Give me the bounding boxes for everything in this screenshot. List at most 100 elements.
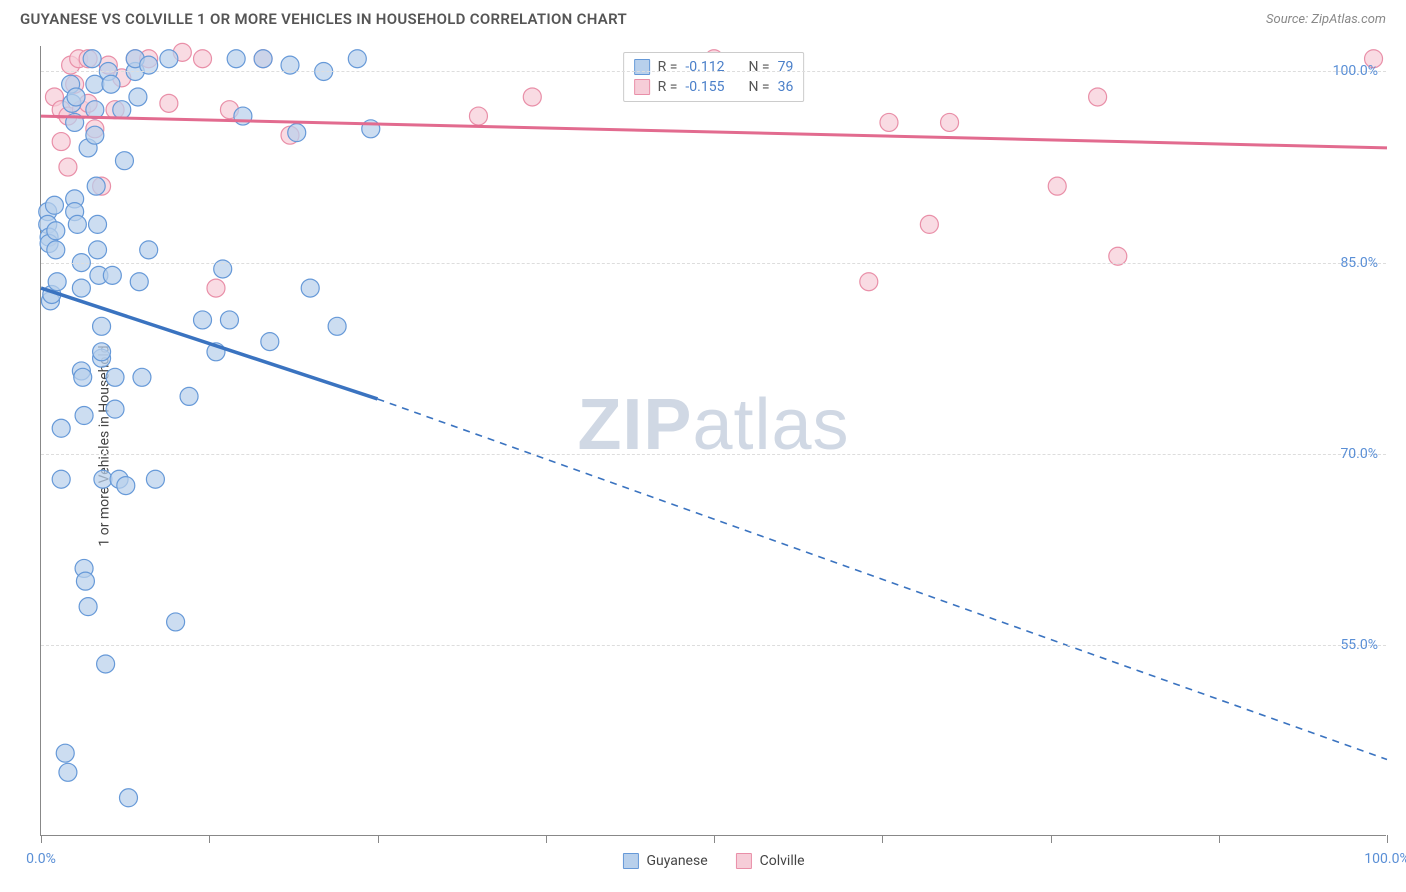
data-point <box>76 572 94 590</box>
data-point <box>56 744 74 762</box>
data-point <box>117 477 135 495</box>
guyanese-n-value: 79 <box>778 59 794 75</box>
data-point <box>254 50 272 68</box>
data-point <box>115 152 133 170</box>
data-point <box>130 273 148 291</box>
data-point <box>227 50 245 68</box>
x-tick <box>882 835 883 843</box>
chart-title: GUYANESE VS COLVILLE 1 OR MORE VEHICLES … <box>20 10 627 28</box>
data-point <box>328 317 346 335</box>
data-point <box>146 470 164 488</box>
data-point <box>129 88 147 106</box>
data-point <box>880 113 898 131</box>
colville-r-value: -0.155 <box>685 79 724 95</box>
data-point <box>160 50 178 68</box>
data-point <box>180 387 198 405</box>
data-point <box>72 279 90 297</box>
data-point <box>86 75 104 93</box>
x-tick <box>209 835 210 843</box>
x-tick <box>1387 835 1388 843</box>
data-point <box>194 311 212 329</box>
colville-n-value: 36 <box>778 79 794 95</box>
data-point <box>288 124 306 142</box>
guyanese-r-value: -0.112 <box>685 59 724 75</box>
data-point <box>86 126 104 144</box>
x-tick <box>41 835 42 843</box>
chart-plot-area: ZIPatlas R = -0.112 N = 79 R = -0.155 N … <box>40 46 1386 836</box>
data-point <box>97 655 115 673</box>
data-point <box>93 343 111 361</box>
y-tick-label: 85.0% <box>1340 255 1378 271</box>
data-point <box>89 241 107 259</box>
colville-swatch-icon <box>634 79 650 95</box>
grid-line <box>41 454 1386 455</box>
data-point <box>160 94 178 112</box>
y-tick-label: 70.0% <box>1340 446 1378 462</box>
data-point <box>469 107 487 125</box>
n-label: N = <box>748 59 769 75</box>
x-tick <box>714 835 715 843</box>
data-point <box>74 368 92 386</box>
chart-header: GUYANESE VS COLVILLE 1 OR MORE VEHICLES … <box>0 0 1406 34</box>
x-tick <box>1051 835 1052 843</box>
data-point <box>48 273 66 291</box>
data-point <box>45 196 63 214</box>
data-point <box>1048 177 1066 195</box>
data-point <box>79 598 97 616</box>
trend-line-colville <box>41 116 1387 148</box>
data-point <box>102 75 120 93</box>
data-point <box>103 266 121 284</box>
data-point <box>220 311 238 329</box>
data-point <box>67 88 85 106</box>
n-label: N = <box>748 79 769 95</box>
data-point <box>52 470 70 488</box>
data-point <box>523 88 541 106</box>
data-point <box>106 400 124 418</box>
legend-item-guyanese: Guyanese <box>622 853 707 869</box>
data-point <box>94 470 112 488</box>
data-point <box>93 317 111 335</box>
data-point <box>261 333 279 351</box>
data-point <box>348 50 366 68</box>
data-point <box>920 215 938 233</box>
y-tick-label: 55.0% <box>1340 637 1378 653</box>
source-attribution: Source: ZipAtlas.com <box>1266 12 1386 27</box>
trend-line-guyanese-solid <box>41 288 378 399</box>
data-point <box>75 407 93 425</box>
series-legend: Guyanese Colville <box>622 853 804 869</box>
data-point <box>941 113 959 131</box>
legend-item-colville: Colville <box>736 853 805 869</box>
x-tick-label: 0.0% <box>26 851 56 867</box>
data-point <box>59 158 77 176</box>
data-point <box>140 241 158 259</box>
guyanese-swatch-icon <box>622 853 638 869</box>
data-point <box>167 613 185 631</box>
grid-line <box>41 71 1386 72</box>
r-label: R = <box>658 79 678 95</box>
data-point <box>133 368 151 386</box>
x-tick-label: 100.0% <box>1364 851 1406 867</box>
r-label: R = <box>658 59 678 75</box>
data-point <box>119 789 137 807</box>
data-point <box>87 177 105 195</box>
data-point <box>47 222 65 240</box>
data-point <box>89 215 107 233</box>
data-point <box>1089 88 1107 106</box>
correlation-stats-legend: R = -0.112 N = 79 R = -0.155 N = 36 <box>623 52 805 102</box>
y-tick-label: 100.0% <box>1333 63 1378 79</box>
data-point <box>207 279 225 297</box>
data-point <box>83 50 101 68</box>
grid-line <box>41 645 1386 646</box>
stats-row-guyanese: R = -0.112 N = 79 <box>634 57 794 77</box>
x-tick <box>546 835 547 843</box>
grid-line <box>41 263 1386 264</box>
data-point <box>860 273 878 291</box>
legend-label-colville: Colville <box>760 853 805 869</box>
data-point <box>59 763 77 781</box>
data-point <box>52 419 70 437</box>
data-point <box>47 241 65 259</box>
data-point <box>194 50 212 68</box>
data-point <box>301 279 319 297</box>
scatter-plot-svg <box>41 46 1386 835</box>
guyanese-swatch-icon <box>634 59 650 75</box>
